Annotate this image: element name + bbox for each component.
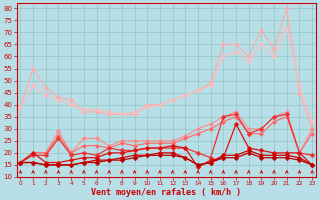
X-axis label: Vent moyen/en rafales ( km/h ): Vent moyen/en rafales ( km/h ) <box>91 188 241 197</box>
